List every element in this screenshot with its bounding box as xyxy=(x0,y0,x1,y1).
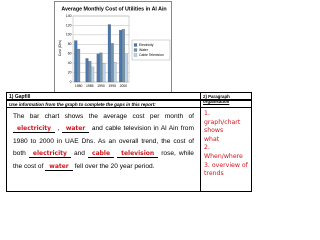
x-tick-label: 1980 xyxy=(75,84,83,88)
paragraph-text: The bar chart shows the average cost per… xyxy=(13,113,194,120)
organisation-item: 2. When/where xyxy=(204,144,243,160)
y-tick-label: 40 xyxy=(68,61,72,65)
y-tick-label: 120 xyxy=(66,23,72,27)
paragraph-text: rose, while the cost of xyxy=(13,150,194,170)
legend-label: Water xyxy=(139,48,149,52)
bar xyxy=(119,30,123,83)
x-tick-label: 1990 xyxy=(97,84,105,88)
bar xyxy=(88,61,92,83)
paragraph-text: fell over the 20 year period. xyxy=(74,162,155,170)
bar xyxy=(102,63,106,83)
y-tick-label: 60 xyxy=(68,52,72,56)
organisation-list: 1. graph/chart shows what 2. When/where 3. … xyxy=(200,107,252,192)
y-tick-label: 80 xyxy=(68,42,72,46)
legend-swatch xyxy=(133,48,138,52)
legend-swatch xyxy=(133,43,138,47)
answer: electricity xyxy=(13,125,56,134)
organisation-item: trends xyxy=(204,170,224,178)
x-tick-label: 1995 xyxy=(108,84,116,88)
answer: water xyxy=(61,125,90,134)
legend-label: Electricity xyxy=(139,43,154,47)
bar xyxy=(121,29,125,83)
bar xyxy=(110,43,114,83)
legend-label: Cable Television xyxy=(139,53,164,57)
bar xyxy=(124,53,128,83)
legend-swatch xyxy=(133,53,138,57)
bar xyxy=(113,62,117,83)
y-tick-label: 140 xyxy=(66,14,72,18)
bar xyxy=(91,66,95,83)
paragraph-text: , xyxy=(57,125,60,133)
organisation-item: 3. overview of xyxy=(204,161,248,169)
paragraph-text: and xyxy=(73,150,85,158)
answer: water xyxy=(45,162,73,171)
paragraph-text: and cable television in Al Ain from 1980… xyxy=(13,125,194,158)
gapfill-paragraph: The bar chart shows the average cost per… xyxy=(6,107,201,192)
y-tick-label: 0 xyxy=(70,80,72,84)
x-tick-label: 1985 xyxy=(86,84,94,88)
bar xyxy=(85,58,89,83)
y-axis-label: Cost (Dhs) xyxy=(58,40,62,56)
organisation-item: what xyxy=(204,135,220,143)
chart: Average Monthly Cost of Utilities in Al … xyxy=(54,1,172,93)
organisation-item: 1. graph/chart shows xyxy=(204,110,241,135)
bar xyxy=(96,53,100,83)
worksheet-page: Average Monthly Cost of Utilities in Al … xyxy=(6,1,252,192)
legend-box xyxy=(131,39,171,61)
bar xyxy=(99,52,103,83)
answer: electricity xyxy=(28,150,71,159)
bar xyxy=(74,40,78,83)
y-tick-label: 100 xyxy=(66,33,72,37)
answer: television xyxy=(117,150,159,159)
y-tick-label: 20 xyxy=(68,70,72,74)
chart-title: Average Monthly Cost of Utilities in Al … xyxy=(61,6,166,12)
x-tick-label: 2000 xyxy=(120,84,128,88)
answer: cable xyxy=(88,150,115,159)
bar xyxy=(77,48,81,83)
bar xyxy=(107,24,111,83)
